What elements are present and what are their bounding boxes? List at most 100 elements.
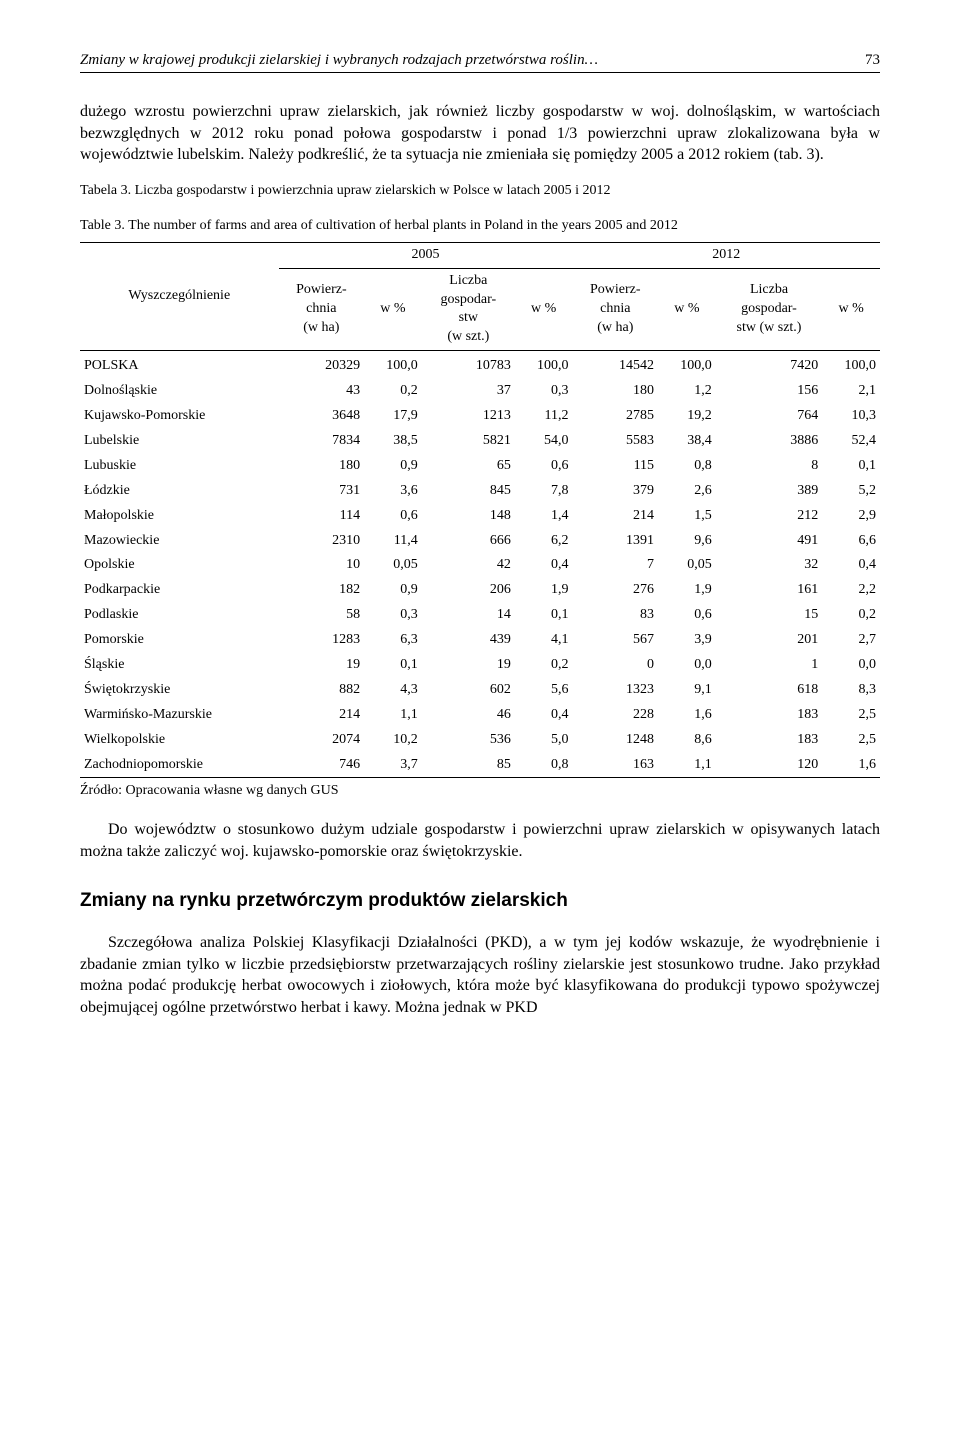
row-label: Lubuskie xyxy=(80,454,279,479)
cell-value: 20329 xyxy=(279,351,365,379)
cell-value: 156 xyxy=(716,379,823,404)
cell-value: 731 xyxy=(279,479,365,504)
cell-value: 54,0 xyxy=(515,429,573,454)
cell-value: 0,3 xyxy=(364,603,422,628)
cell-value: 536 xyxy=(422,728,515,753)
cell-value: 882 xyxy=(279,678,365,703)
cell-value: 0,6 xyxy=(658,603,716,628)
cell-value: 1,6 xyxy=(658,703,716,728)
cell-value: 100,0 xyxy=(515,351,573,379)
table-row: Lubuskie1800,9650,61150,880,1 xyxy=(80,454,880,479)
cell-value: 0,0 xyxy=(658,653,716,678)
cell-value: 379 xyxy=(573,479,659,504)
cell-value: 120 xyxy=(716,753,823,778)
cell-value: 183 xyxy=(716,728,823,753)
cell-value: 764 xyxy=(716,404,823,429)
cell-value: 58 xyxy=(279,603,365,628)
cell-value: 439 xyxy=(422,628,515,653)
cell-value: 182 xyxy=(279,578,365,603)
cell-value: 1,5 xyxy=(658,504,716,529)
cell-value: 0,05 xyxy=(658,553,716,578)
cell-value: 38,4 xyxy=(658,429,716,454)
cell-value: 19 xyxy=(422,653,515,678)
cell-value: 148 xyxy=(422,504,515,529)
cell-value: 17,9 xyxy=(364,404,422,429)
cell-value: 2,7 xyxy=(822,628,880,653)
row-label: Małopolskie xyxy=(80,504,279,529)
cell-value: 0,2 xyxy=(515,653,573,678)
table-row: Warmińsko-Mazurskie2141,1460,42281,61832… xyxy=(80,703,880,728)
cell-value: 0,2 xyxy=(822,603,880,628)
cell-value: 0,4 xyxy=(822,553,880,578)
cell-value: 5,0 xyxy=(515,728,573,753)
page-number: 73 xyxy=(865,50,880,70)
cell-value: 0,6 xyxy=(515,454,573,479)
cell-value: 7,8 xyxy=(515,479,573,504)
col-year-2005: 2005 xyxy=(279,242,573,268)
cell-value: 2310 xyxy=(279,529,365,554)
cell-value: 0,3 xyxy=(515,379,573,404)
cell-value: 32 xyxy=(716,553,823,578)
cell-value: 161 xyxy=(716,578,823,603)
table-row: Lubelskie783438,5582154,0558338,4388652,… xyxy=(80,429,880,454)
cell-value: 10,3 xyxy=(822,404,880,429)
table-row: Podlaskie580,3140,1830,6150,2 xyxy=(80,603,880,628)
cell-value: 5,2 xyxy=(822,479,880,504)
row-label: Mazowieckie xyxy=(80,529,279,554)
cell-value: 180 xyxy=(573,379,659,404)
row-label: Zachodniopomorskie xyxy=(80,753,279,778)
cell-value: 567 xyxy=(573,628,659,653)
col-year-2012: 2012 xyxy=(573,242,880,268)
table-caption-pl: Tabela 3. Liczba gospodarstw i powierzch… xyxy=(80,182,880,201)
cell-value: 3,9 xyxy=(658,628,716,653)
cell-value: 214 xyxy=(573,504,659,529)
cell-value: 7834 xyxy=(279,429,365,454)
cell-value: 10 xyxy=(279,553,365,578)
cell-value: 9,6 xyxy=(658,529,716,554)
cell-value: 1,1 xyxy=(658,753,716,778)
cell-value: 100,0 xyxy=(658,351,716,379)
col-farms-a: Liczba gospodar- stw (w szt.) xyxy=(422,268,515,351)
table-row: Zachodniopomorskie7463,7850,81631,11201,… xyxy=(80,753,880,778)
cell-value: 37 xyxy=(422,379,515,404)
cell-value: 6,3 xyxy=(364,628,422,653)
cell-value: 1,1 xyxy=(364,703,422,728)
cell-value: 491 xyxy=(716,529,823,554)
row-label: Podlaskie xyxy=(80,603,279,628)
cell-value: 8 xyxy=(716,454,823,479)
cell-value: 183 xyxy=(716,703,823,728)
cell-value: 0,8 xyxy=(515,753,573,778)
cell-value: 38,5 xyxy=(364,429,422,454)
cell-value: 1,9 xyxy=(658,578,716,603)
row-label: Opolskie xyxy=(80,553,279,578)
cell-value: 228 xyxy=(573,703,659,728)
cell-value: 100,0 xyxy=(364,351,422,379)
col-area-pct-a: w % xyxy=(364,268,422,351)
cell-value: 0,0 xyxy=(822,653,880,678)
cell-value: 9,1 xyxy=(658,678,716,703)
cell-value: 2074 xyxy=(279,728,365,753)
col-farms-b: Liczba gospodar- stw (w szt.) xyxy=(716,268,823,351)
cell-value: 2,6 xyxy=(658,479,716,504)
cell-value: 83 xyxy=(573,603,659,628)
row-label: Świętokrzyskie xyxy=(80,678,279,703)
row-label: Śląskie xyxy=(80,653,279,678)
table-caption-en: Table 3. The number of farms and area of… xyxy=(80,217,880,236)
cell-value: 0,4 xyxy=(515,553,573,578)
cell-value: 666 xyxy=(422,529,515,554)
cell-value: 7420 xyxy=(716,351,823,379)
cell-value: 0,9 xyxy=(364,454,422,479)
table-row: Wielkopolskie207410,25365,012488,61832,5 xyxy=(80,728,880,753)
cell-value: 1391 xyxy=(573,529,659,554)
col-stub: Wyszczególnienie xyxy=(80,242,279,350)
paragraph-top: dużego wzrostu powierzchni upraw zielars… xyxy=(80,101,880,166)
table-row: Świętokrzyskie8824,36025,613239,16188,3 xyxy=(80,678,880,703)
paragraph-bottom: Szczegółowa analiza Polskiej Klasyfikacj… xyxy=(80,932,880,1018)
cell-value: 2,5 xyxy=(822,703,880,728)
cell-value: 1323 xyxy=(573,678,659,703)
cell-value: 1283 xyxy=(279,628,365,653)
cell-value: 1248 xyxy=(573,728,659,753)
table-row: Pomorskie12836,34394,15673,92012,7 xyxy=(80,628,880,653)
cell-value: 1,9 xyxy=(515,578,573,603)
cell-value: 0,9 xyxy=(364,578,422,603)
